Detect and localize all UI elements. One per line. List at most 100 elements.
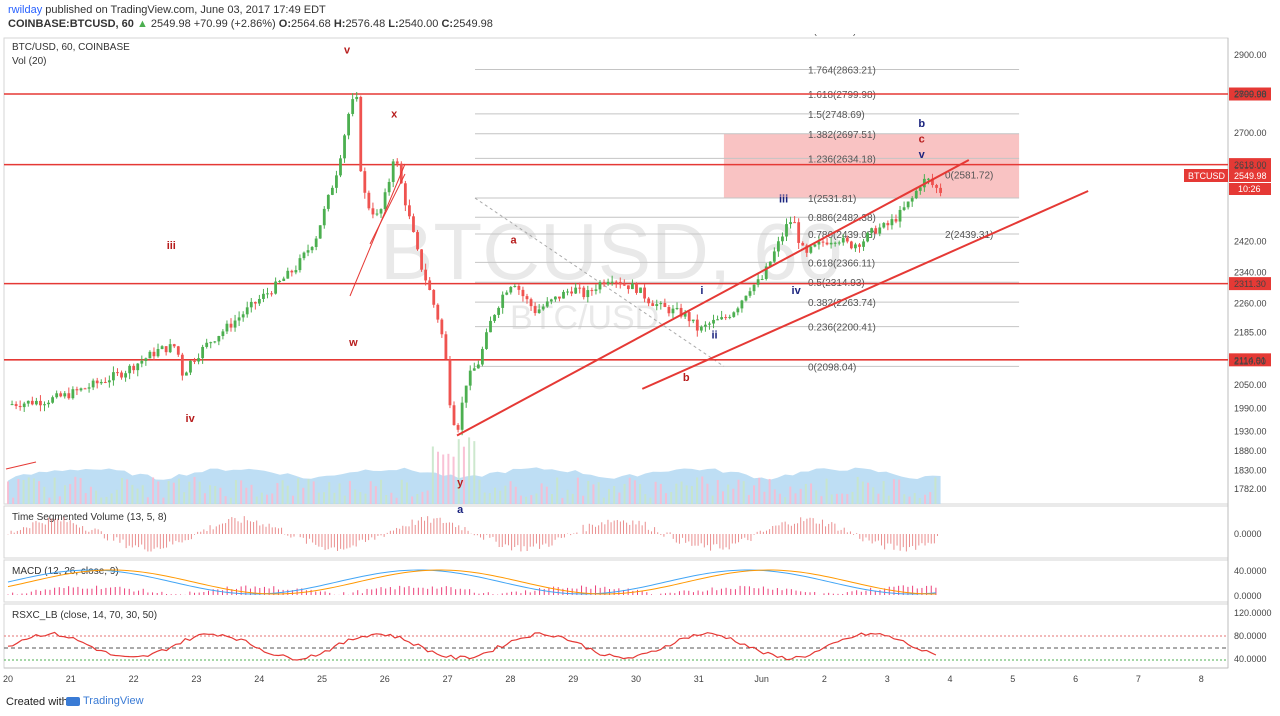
candle-body — [533, 306, 537, 314]
price-tag-box — [1229, 169, 1271, 182]
candle-body — [813, 244, 817, 247]
time-axis-tick: 20 — [3, 674, 13, 684]
candle-body — [22, 403, 26, 408]
candle-body — [529, 299, 533, 307]
volume-bar — [374, 486, 377, 504]
volume-bar — [209, 485, 212, 504]
fib-level-label: 1(2531.81) — [808, 194, 856, 205]
candle-body — [740, 300, 744, 309]
price-axis-tick: 1830.00 — [1234, 465, 1267, 475]
candle-body — [436, 304, 440, 320]
publish-info: published on TradingView.com, June 03, 2… — [45, 4, 326, 16]
candle-body — [732, 312, 736, 317]
candle-body — [79, 388, 83, 391]
candle-body — [83, 388, 87, 390]
low-label: L: — [388, 18, 399, 30]
low-value: 2540.00 — [398, 18, 439, 30]
candle-body — [566, 291, 569, 293]
volume-bar — [504, 485, 507, 504]
candle-body — [545, 301, 549, 307]
candle-body — [594, 289, 598, 291]
volume-bar — [867, 482, 870, 504]
fib-level-label: 0.786(2439.03) — [808, 230, 876, 241]
volume-bar — [706, 483, 709, 504]
volume-bar — [530, 495, 533, 504]
volume-bar — [38, 481, 41, 504]
volume-bar — [260, 492, 263, 504]
volume-bar — [58, 496, 61, 504]
volume-bar — [348, 480, 351, 504]
open-value: 2564.68 — [291, 18, 331, 30]
candle-body — [107, 380, 111, 383]
volume-bar — [924, 494, 927, 504]
candle-body — [687, 312, 691, 322]
trendline — [456, 159, 970, 437]
candle-body — [558, 296, 561, 299]
rsx-pane-label: RSXC_LB (close, 14, 70, 30, 50) — [12, 610, 157, 621]
candle-body — [789, 222, 792, 225]
tradingview-logo[interactable]: TradingView — [66, 695, 144, 707]
fib-small-bottom-label: 2(2439.31) — [945, 230, 993, 241]
level-label: 2618.00 — [1234, 160, 1267, 170]
main-pane[interactable] — [3, 37, 1229, 505]
volume-bar — [882, 481, 885, 504]
candle-body — [882, 223, 886, 228]
candle-body — [841, 237, 845, 243]
macd-pane[interactable] — [3, 559, 1229, 603]
candle-body — [468, 370, 472, 386]
volume-bar — [494, 487, 497, 504]
volume-bar — [737, 479, 740, 504]
candle-body — [87, 387, 91, 389]
volume-bar — [545, 486, 548, 504]
volume-bar — [742, 481, 745, 504]
candle-body — [497, 307, 501, 315]
wave-label: x — [391, 108, 398, 120]
author-link[interactable]: rwilday — [8, 4, 43, 16]
candle-body — [562, 291, 565, 299]
volume-bar — [758, 477, 761, 504]
candle-body — [347, 113, 350, 136]
tsv-pane[interactable] — [3, 505, 1229, 559]
volume-bar — [447, 453, 450, 504]
candle-body — [47, 402, 50, 405]
volume-bar — [120, 478, 123, 504]
candle-body — [270, 293, 273, 295]
candle-body — [43, 404, 46, 406]
price-tag-value: 2549.98 — [1234, 171, 1267, 181]
candle-body — [781, 236, 784, 242]
candle-body — [472, 368, 476, 371]
volume-bar — [488, 493, 491, 504]
volume-bar — [27, 477, 30, 504]
candle-body — [140, 360, 144, 364]
candle-body — [927, 178, 930, 180]
time-axis-tick: 26 — [380, 674, 390, 684]
volume-bar — [105, 496, 108, 504]
indicator-axis-tick: 0.0000 — [1234, 529, 1262, 539]
wave-label: v — [919, 149, 926, 161]
candle-body — [695, 319, 699, 331]
price-axis-tick: 2185.00 — [1234, 328, 1267, 338]
volume-bar — [934, 477, 937, 504]
candle-body — [618, 282, 622, 285]
volume-bar — [74, 476, 77, 504]
candle-body — [229, 323, 233, 328]
volume-bar — [841, 493, 844, 504]
indicator-axis-tick: 120.0000 — [1234, 608, 1272, 618]
candle-body — [480, 348, 484, 365]
candle-body — [440, 319, 444, 335]
candle-body — [335, 175, 338, 188]
candle-body — [817, 241, 821, 245]
candle-body — [298, 258, 302, 271]
fib-trend-dashed — [474, 197, 725, 367]
candle-body — [870, 228, 874, 233]
candle-body — [359, 96, 363, 172]
wave-label: b — [918, 118, 925, 130]
volume-bar — [519, 495, 522, 504]
chart-canvas[interactable]: BTCUSD, 60 BTC/USD 2(2965.58)1.764(2863.… — [0, 34, 1280, 690]
wave-label: iv — [186, 413, 196, 425]
volume-bar — [188, 481, 191, 504]
price-axis: 2900.002800.002700.002600.002420.002340.… — [1234, 50, 1267, 494]
volume-bar — [815, 490, 818, 504]
candle-body — [574, 287, 578, 294]
price-change: +70.99 (+2.86%) — [193, 18, 276, 30]
